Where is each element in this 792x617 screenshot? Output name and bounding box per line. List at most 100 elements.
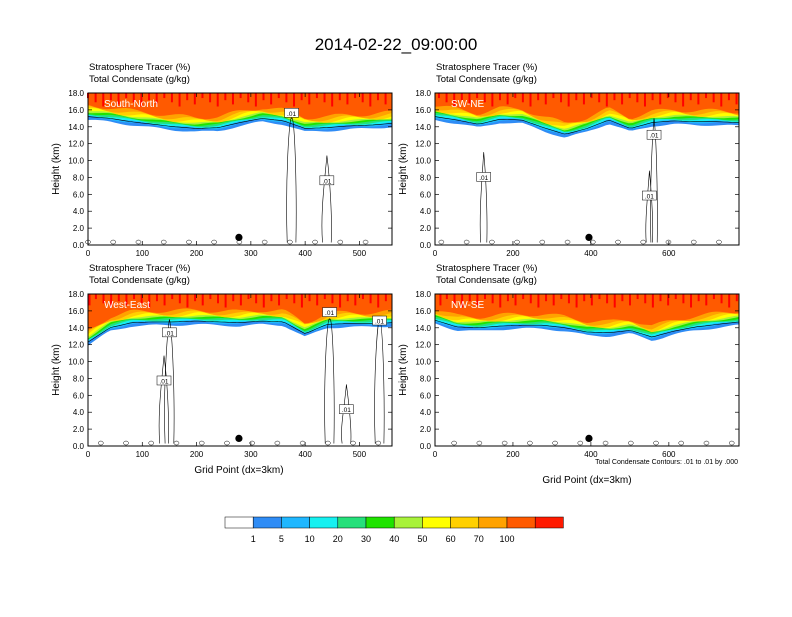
y-tick-label: 8.0 [73,374,85,383]
location-marker [585,233,593,241]
y-tick-label: 10.0 [68,157,84,166]
y-axis-label: Height (km) [51,143,62,195]
x-tick-label: 400 [298,249,312,258]
condensate-cell [224,440,230,446]
panel-title: South-North [104,99,158,110]
tracer-band-10 [435,93,739,123]
y-tick-label: 16.0 [415,106,431,115]
contour-label-text: .01 [287,111,296,118]
condensate-cell [362,239,369,245]
condensate-cell [640,239,646,245]
y-tick-label: 2.0 [420,425,432,434]
condensate-cell [186,239,192,245]
y-tick-label: 4.0 [420,408,432,417]
colorbar-swatch [252,516,282,529]
plot-frame [434,92,740,246]
condensate-cell [590,239,596,245]
contour-label-text: .01 [322,178,331,185]
y-tick-label: 8.0 [420,374,432,383]
condensate-contour-line [434,319,740,338]
colorbar-label: 50 [417,534,427,544]
condensate-cell [628,440,634,446]
condensate-cell [160,239,167,245]
condensate-cell [577,440,584,446]
y-tick-label: 18.0 [68,290,84,299]
condensate-cell [501,440,508,446]
y-tick-label: 18.0 [68,89,84,98]
contour-label: .01 [162,327,177,337]
condensate-cell [703,440,710,446]
x-tick-label: 200 [190,450,204,459]
y-tick-label: 6.0 [73,391,85,400]
y-tick-label: 2.0 [73,224,85,233]
y-tick-label: 10.0 [415,358,431,367]
y-tick-label: 4.0 [420,207,432,216]
condensate-cell [552,440,558,446]
panel-subtitle-condensate: Total Condensate (g/kg) [436,275,537,286]
y-tick-label: 4.0 [73,408,85,417]
tracer-band-10 [88,93,392,120]
colorbar-swatch [337,516,367,529]
condensate-cell [312,239,318,245]
y-tick-label: 12.0 [415,341,431,350]
x-tick-label: 100 [136,450,150,459]
y-tick-label: 2.0 [420,224,432,233]
y-axis-label: Height (km) [398,344,409,396]
plot-frame [87,293,393,447]
colorbar-label: 10 [305,534,315,544]
condensate-cell [690,239,697,245]
x-tick-label: 300 [244,450,258,459]
x-tick-label: 0 [86,249,91,258]
contour-label-text: .01 [479,175,488,182]
x-tick-label: 200 [190,249,204,258]
condensate-plume-contour [286,117,297,243]
y-tick-label: 8.0 [420,173,432,182]
panel-subtitle-condensate: Total Condensate (g/kg) [89,74,190,85]
condensate-plume-contour [479,152,488,243]
x-tick-label: 400 [298,450,312,459]
y-tick-label: 14.0 [68,324,84,333]
condensate-plume-contour [341,384,352,444]
condensate-cell [287,239,293,245]
condensate-plume-contour [164,319,175,444]
y-tick-label: 2.0 [73,425,85,434]
condensate-cell [615,239,621,245]
x-tick-label: 0 [86,450,91,459]
figure-title: 2014-02-22_09:00:00 [315,35,478,54]
y-tick-label: 0.0 [73,442,85,451]
colorbar-swatch [534,516,564,529]
x-tick-label: 0 [433,249,438,258]
contour-info-note: Total Condensate Contours: .01 to .01 by… [595,459,738,466]
colorbar-label: 20 [333,534,343,544]
condensate-cell [325,440,331,446]
x-tick-label: 400 [584,450,598,459]
colorbar-swatch [365,516,395,529]
panel-sw-ne: Stratosphere Tracer (%) Total Condensate… [398,62,740,258]
colorbar-label: 40 [389,534,399,544]
condensate-cell [123,440,129,446]
panel-subtitle-tracer: Stratosphere Tracer (%) [436,263,537,274]
colorbar-swatch [309,516,339,529]
y-tick-label: 16.0 [415,307,431,316]
condensate-cell [728,440,735,446]
y-tick-label: 0.0 [420,241,432,250]
condensate-cell [249,440,255,446]
y-tick-label: 14.0 [415,324,431,333]
y-tick-label: 14.0 [415,123,431,132]
location-marker [585,434,593,442]
y-tick-label: 10.0 [415,157,431,166]
condensate-plume-contour [158,355,169,444]
colorbar-label: 1 [251,534,256,544]
y-axis-label: Height (km) [398,143,409,195]
condensate-contour-line [87,320,393,343]
condensate-cell [261,239,268,245]
y-tick-label: 18.0 [415,290,431,299]
y-tick-label: 6.0 [73,190,85,199]
condensate-cell [527,440,533,446]
colorbar-label: 60 [446,534,456,544]
condensate-cell [375,440,382,446]
condensate-contour-line [87,116,393,129]
y-tick-label: 16.0 [68,307,84,316]
colorbar-swatch [224,516,254,529]
